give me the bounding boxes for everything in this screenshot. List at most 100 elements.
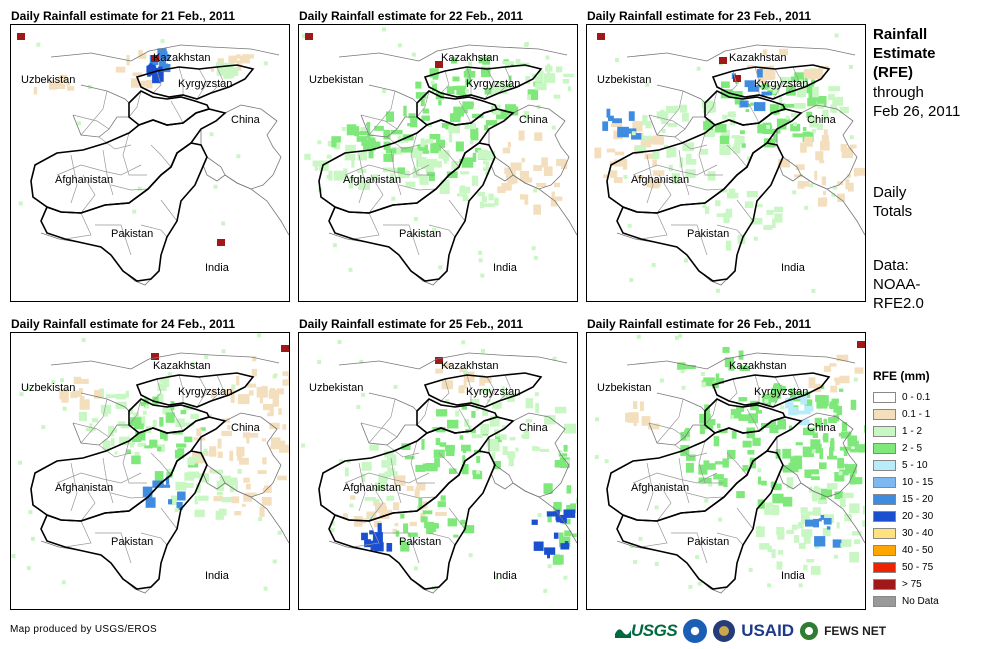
map-label-kyrgyzstan: Kyrgyzstan <box>466 78 520 90</box>
daily-line: Daily <box>873 184 907 201</box>
side-through: through Feb 26, 2011 <box>873 83 960 121</box>
map-label-afghanistan: Afghanistan <box>631 482 689 494</box>
map-label-pakistan: Pakistan <box>111 228 153 240</box>
map-svg: Kazakhstan Uzbekistan Kyrgyzstan China Afgha… <box>11 333 289 594</box>
map-label-uzbekistan: Uzbekistan <box>21 74 75 86</box>
legend-item: 1 - 2 <box>873 423 939 440</box>
through-date: Feb 26, 2011 <box>873 103 961 120</box>
panel-feb-21: Daily Rainfall estimate for 21 Feb., 201… <box>10 8 290 302</box>
logo-strip: USGS USAID FEWS NET <box>615 617 886 645</box>
map-label-kazakhstan: Kazakhstan <box>441 360 498 372</box>
map-label-kazakhstan: Kazakhstan <box>441 52 498 64</box>
map-label-india: India <box>493 262 518 274</box>
usgs-logo-text: USGS <box>631 621 678 640</box>
legend-swatch <box>873 579 896 590</box>
legend-item: 15 - 20 <box>873 491 939 508</box>
side-heading: Rainfall Estimate (RFE) <box>873 25 936 82</box>
panel-feb-23: Daily Rainfall estimate for 23 Feb., 201… <box>586 8 866 302</box>
legend-swatch <box>873 477 896 488</box>
legend-label: 10 - 15 <box>902 477 934 488</box>
legend-label: No Data <box>902 596 939 607</box>
map-label-pakistan: Pakistan <box>399 536 441 548</box>
legend-label: 0.1 - 1 <box>902 409 931 420</box>
map-svg: Kazakhstan Uzbekistan Kyrgyzstan China Afgha… <box>594 33 865 293</box>
map-svg: Kazakhstan Uzbekistan Kyrgyzstan China Afgha… <box>594 333 865 594</box>
usgs-wave-icon <box>615 629 631 638</box>
map-label-kyrgyzstan: Kyrgyzstan <box>466 386 520 398</box>
legend-item: 2 - 5 <box>873 440 939 457</box>
map-label-uzbekistan: Uzbekistan <box>597 382 651 394</box>
legend-swatch <box>873 511 896 522</box>
map-label-india: India <box>493 570 518 582</box>
map-label-kazakhstan: Kazakhstan <box>729 52 786 64</box>
map-label-uzbekistan: Uzbekistan <box>309 382 363 394</box>
map-svg: Kazakhstan Uzbekistan Kyrgyzstan China Afgha… <box>302 27 577 286</box>
panel-title: Daily Rainfall estimate for 21 Feb., 201… <box>11 9 236 23</box>
heading-line: (RFE) <box>873 64 913 81</box>
legend-item: 40 - 50 <box>873 542 939 559</box>
map-label-afghanistan: Afghanistan <box>631 174 689 186</box>
side-daily: Daily Totals <box>873 183 912 221</box>
legend-swatch <box>873 392 896 403</box>
legend-label: 50 - 75 <box>902 562 934 573</box>
panel-title: Daily Rainfall estimate for 26 Feb., 201… <box>587 317 812 331</box>
rainfall-map: Kazakhstan Uzbekistan Kyrgyzstan China Afgha… <box>586 332 866 610</box>
legend-item: 20 - 30 <box>873 508 939 525</box>
rainfall-map: Kazakhstan Uzbekistan Kyrgyzstan China Afgha… <box>586 24 866 302</box>
rainfall-map: Kazakhstan Uzbekistan Kyrgyzstan China Afgha… <box>298 24 578 302</box>
legend-item: No Data <box>873 593 939 610</box>
legend: RFE (mm) 0 - 0.1 0.1 - 1 1 - 2 2 - 5 5 - 10 1… <box>873 369 939 610</box>
rainfall-map: Kazakhstan Uzbekistan Kyrgyzstan China Afgha… <box>298 332 578 610</box>
map-label-kyrgyzstan: Kyrgyzstan <box>178 386 232 398</box>
map-label-kazakhstan: Kazakhstan <box>729 360 786 372</box>
legend-item: 5 - 10 <box>873 457 939 474</box>
legend-label: 40 - 50 <box>902 545 934 556</box>
map-label-china: China <box>807 114 837 126</box>
side-data-source: Data: NOAA- RFE2.0 <box>873 256 924 313</box>
legend-label: 20 - 30 <box>902 511 934 522</box>
rainfall-map: Kazakhstan Uzbekistan Kyrgyzstan China Afgha… <box>10 332 290 610</box>
legend-item: 50 - 75 <box>873 559 939 576</box>
map-label-china: China <box>519 422 549 434</box>
data-line: Data: <box>873 257 909 274</box>
map-label-kyrgyzstan: Kyrgyzstan <box>754 78 808 90</box>
heading-line: Rainfall <box>873 26 928 43</box>
map-label-pakistan: Pakistan <box>687 536 729 548</box>
legend-label: 15 - 20 <box>902 494 934 505</box>
panel-title: Daily Rainfall estimate for 24 Feb., 201… <box>11 317 236 331</box>
legend-label: > 75 <box>902 579 922 590</box>
usaid-logo-text: USAID <box>741 621 795 640</box>
legend-item: 10 - 15 <box>873 474 939 491</box>
map-label-kyrgyzstan: Kyrgyzstan <box>178 78 232 90</box>
legend-swatch <box>873 596 896 607</box>
map-label-china: China <box>519 114 549 126</box>
panel-feb-24: Daily Rainfall estimate for 24 Feb., 201… <box>10 316 290 610</box>
map-label-uzbekistan: Uzbekistan <box>21 382 75 394</box>
map-label-kazakhstan: Kazakhstan <box>153 52 210 64</box>
panel-title: Daily Rainfall estimate for 23 Feb., 201… <box>587 9 812 23</box>
legend-title: RFE (mm) <box>873 369 930 383</box>
legend-swatch <box>873 494 896 505</box>
map-label-uzbekistan: Uzbekistan <box>309 74 363 86</box>
map-label-india: India <box>781 570 806 582</box>
rainfall-map: Kazakhstan Uzbekistan Kyrgyzstan China Afgha… <box>10 24 290 302</box>
map-label-china: China <box>231 114 261 126</box>
fews-globe-icon <box>800 622 819 640</box>
legend-item: 0.1 - 1 <box>873 406 939 423</box>
panel-feb-25: Daily Rainfall estimate for 25 Feb., 201… <box>298 316 578 610</box>
map-label-afghanistan: Afghanistan <box>343 482 401 494</box>
data-line: RFE2.0 <box>873 295 924 312</box>
noaa-logo-icon <box>683 619 708 643</box>
legend-rows: 0 - 0.1 0.1 - 1 1 - 2 2 - 5 5 - 10 10 - 15 15 … <box>873 389 939 610</box>
map-label-kazakhstan: Kazakhstan <box>153 360 210 372</box>
panel-feb-26: Daily Rainfall estimate for 26 Feb., 201… <box>586 316 866 610</box>
legend-swatch <box>873 562 896 573</box>
legend-swatch <box>873 443 896 454</box>
legend-swatch <box>873 460 896 471</box>
daily-line: Totals <box>873 203 913 220</box>
map-label-afghanistan: Afghanistan <box>343 174 401 186</box>
legend-label: 5 - 10 <box>902 460 928 471</box>
map-label-pakistan: Pakistan <box>399 228 441 240</box>
map-label-kyrgyzstan: Kyrgyzstan <box>754 386 808 398</box>
panel-title: Daily Rainfall estimate for 25 Feb., 201… <box>299 317 524 331</box>
